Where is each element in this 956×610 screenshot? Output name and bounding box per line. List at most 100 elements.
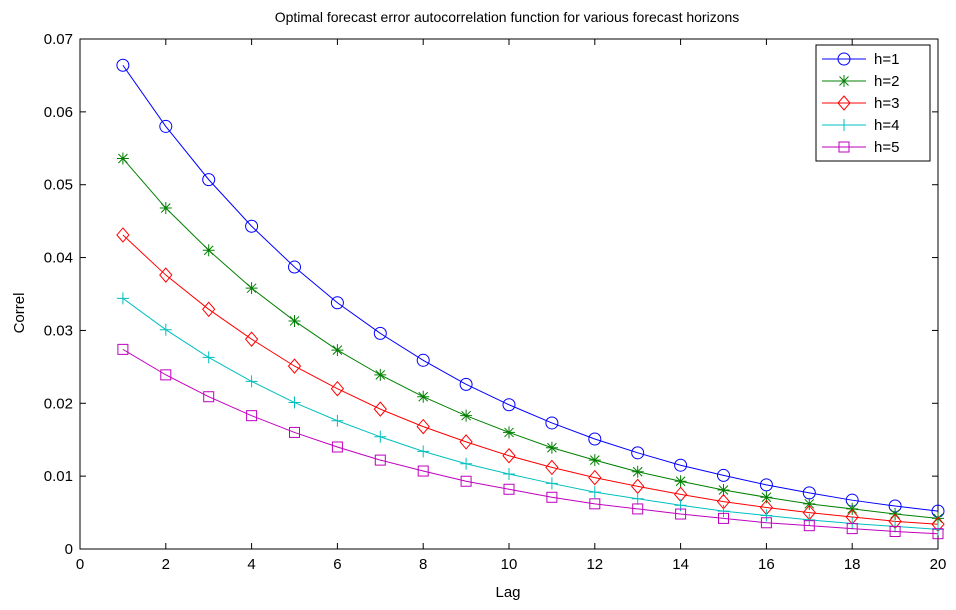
- data-point: [245, 219, 259, 233]
- data-point: [631, 446, 645, 460]
- data-point: [287, 358, 302, 374]
- plot-area: [79, 38, 939, 550]
- data-point: [932, 512, 944, 525]
- data-point: [545, 459, 559, 476]
- series-1: [116, 58, 945, 518]
- data-point: [245, 375, 258, 388]
- data-point: [160, 369, 172, 381]
- x-axis: 0 2 4 6 8 10 12 14 16 18 20: [76, 39, 947, 573]
- data-point: [374, 430, 387, 443]
- y-tick-label: 0: [65, 541, 73, 558]
- data-point: [674, 458, 688, 472]
- data-point: [373, 326, 387, 340]
- data-point: [203, 391, 215, 403]
- data-point: [718, 512, 729, 524]
- data-point: [459, 434, 473, 450]
- y-tick-label: 0.05: [44, 177, 73, 194]
- x-tick-label: 4: [247, 556, 255, 573]
- data-point: [117, 343, 129, 355]
- data-point: [331, 441, 343, 453]
- data-point: [331, 414, 344, 427]
- x-tick-label: 12: [586, 556, 603, 573]
- data-point: [502, 447, 516, 464]
- data-point: [374, 454, 386, 466]
- series-layer: [116, 58, 945, 540]
- data-point: [631, 492, 644, 505]
- data-point: [803, 520, 815, 532]
- data-point: [288, 396, 301, 409]
- data-point: [503, 426, 515, 439]
- data-point: [159, 267, 173, 283]
- series-line: [122, 348, 939, 535]
- data-point: [159, 323, 172, 336]
- x-tick-label: 16: [758, 556, 775, 573]
- data-point: [416, 418, 430, 435]
- data-point: [246, 410, 258, 422]
- data-point: [417, 445, 430, 458]
- data-point: [759, 478, 773, 492]
- legend: h=1 h=2 h=3 h=4 h=5: [815, 44, 931, 162]
- data-point: [159, 202, 172, 215]
- data-point: [803, 497, 816, 510]
- data-point: [545, 477, 558, 490]
- data-point: [331, 344, 344, 357]
- x-tick-label: 10: [501, 556, 518, 573]
- data-point: [202, 301, 216, 318]
- x-tick-label: 8: [419, 556, 427, 573]
- data-point: [460, 475, 472, 487]
- data-point: [889, 526, 901, 538]
- data-point: [932, 528, 944, 540]
- data-point: [330, 380, 345, 397]
- x-tick-label: 20: [930, 556, 947, 573]
- legend-label: h=4: [874, 117, 899, 134]
- data-point: [245, 282, 258, 295]
- data-point: [330, 296, 344, 310]
- data-point: [374, 368, 387, 381]
- y-tick-label: 0.01: [44, 468, 73, 485]
- y-axis-label: Correl: [11, 293, 28, 334]
- data-point: [846, 502, 859, 515]
- legend-label: h=2: [874, 73, 899, 90]
- data-point: [159, 119, 173, 133]
- y-tick-label: 0.03: [44, 322, 73, 339]
- y-tick-label: 0.02: [44, 395, 73, 412]
- data-point: [116, 58, 130, 72]
- data-point: [545, 416, 559, 430]
- data-point: [417, 390, 430, 403]
- legend-label: h=1: [874, 51, 899, 68]
- data-point: [545, 441, 558, 454]
- data-point: [717, 505, 730, 518]
- data-point: [631, 465, 644, 478]
- data-point: [417, 465, 429, 477]
- data-point: [202, 173, 216, 187]
- data-point: [202, 244, 215, 257]
- data-point: [116, 292, 129, 305]
- legend-marker: [837, 52, 851, 66]
- y-tick-label: 0.04: [44, 250, 73, 267]
- chart-title: Optimal forecast error autocorrelation f…: [275, 9, 740, 25]
- data-point: [546, 491, 558, 503]
- x-tick-label: 6: [333, 556, 341, 573]
- series-line: [122, 158, 939, 519]
- data-point: [760, 491, 773, 504]
- x-tick-label: 18: [844, 556, 861, 573]
- series-line: [122, 64, 939, 512]
- data-point: [717, 483, 730, 496]
- data-point: [588, 469, 602, 486]
- legend-label: h=3: [874, 95, 899, 112]
- legend-marker: [838, 75, 850, 87]
- y-tick-label: 0.06: [44, 104, 73, 121]
- data-point: [289, 426, 300, 438]
- data-point: [588, 432, 602, 446]
- data-point: [503, 483, 515, 495]
- data-point: [244, 331, 259, 347]
- x-tick-label: 2: [162, 556, 170, 573]
- data-point: [460, 457, 473, 470]
- series-line: [122, 297, 939, 530]
- data-point: [288, 260, 301, 274]
- x-axis-label: Lag: [495, 584, 520, 601]
- data-point: [116, 227, 130, 243]
- series-5: [117, 343, 944, 540]
- data-point: [202, 351, 215, 364]
